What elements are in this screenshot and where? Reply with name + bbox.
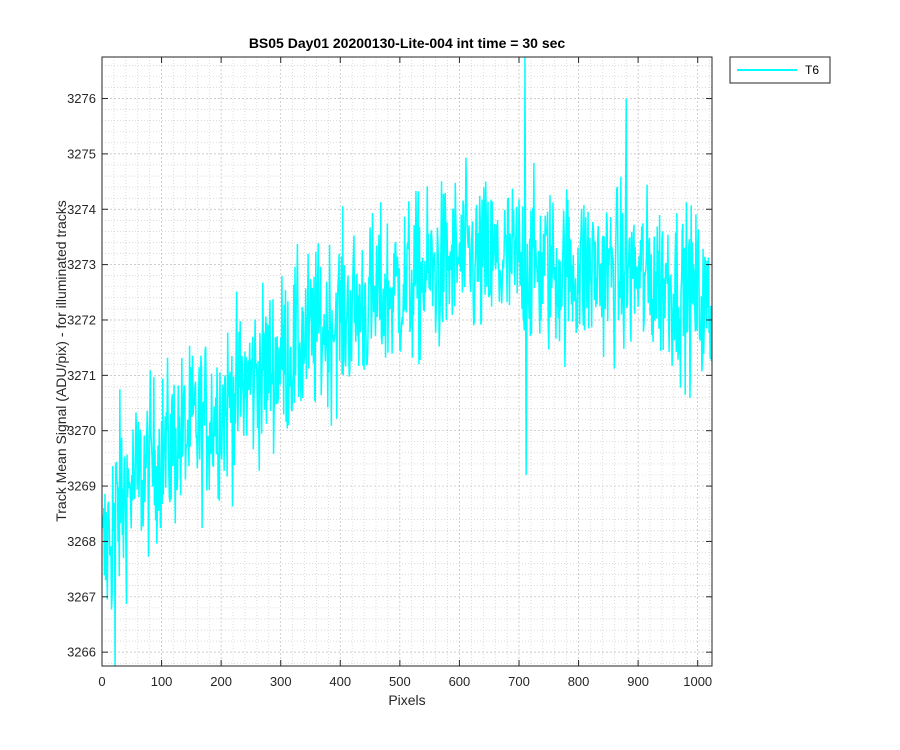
- y-axis-label: Track Mean Signal (ADU/pix) - for illumi…: [53, 200, 69, 522]
- y-tick-label: 3272: [67, 312, 96, 327]
- x-axis-label: Pixels: [388, 692, 425, 708]
- x-tick-label: 1000: [683, 674, 712, 689]
- major-grid: [101, 57, 712, 666]
- y-tick-label: 3275: [67, 146, 96, 161]
- y-tick-label: 3266: [67, 645, 96, 660]
- y-tick-label: 3267: [67, 589, 96, 604]
- axes-box: [101, 56, 713, 667]
- y-tick-label: 3270: [67, 423, 96, 438]
- y-tick-label: 3274: [67, 202, 96, 217]
- x-tick-label: 800: [568, 674, 590, 689]
- x-tick-label: 0: [98, 674, 105, 689]
- x-tick-label: 600: [449, 674, 471, 689]
- x-tick-label: 900: [627, 674, 649, 689]
- y-tick-label: 3268: [67, 534, 96, 549]
- x-tick-label: 200: [210, 674, 232, 689]
- legend: T6: [729, 56, 831, 84]
- y-tick-label: 3276: [67, 91, 96, 106]
- y-tick-label: 3269: [67, 479, 96, 494]
- y-tick-label: 3271: [67, 368, 96, 383]
- chart-title: BS05 Day01 20200130-Lite-004 int time = …: [249, 35, 566, 51]
- x-tick-label: 300: [270, 674, 292, 689]
- x-tick-label: 400: [329, 674, 351, 689]
- legend-label-t6: T6: [805, 63, 819, 77]
- y-tick-label: 3273: [67, 257, 96, 272]
- plot-area: [102, 57, 712, 666]
- x-axis: 0 100 200 300 400 500 600 700 800 900 1000: [98, 57, 712, 689]
- series-line-t6: [102, 57, 712, 666]
- x-tick-label: 500: [389, 674, 411, 689]
- y-axis: 3266 3267 3268 3269 3270 3271 3272 3273 3274 3275…: [67, 91, 712, 660]
- x-tick-label: 700: [508, 674, 530, 689]
- x-tick-label: 100: [151, 674, 173, 689]
- minor-grid: [102, 57, 712, 666]
